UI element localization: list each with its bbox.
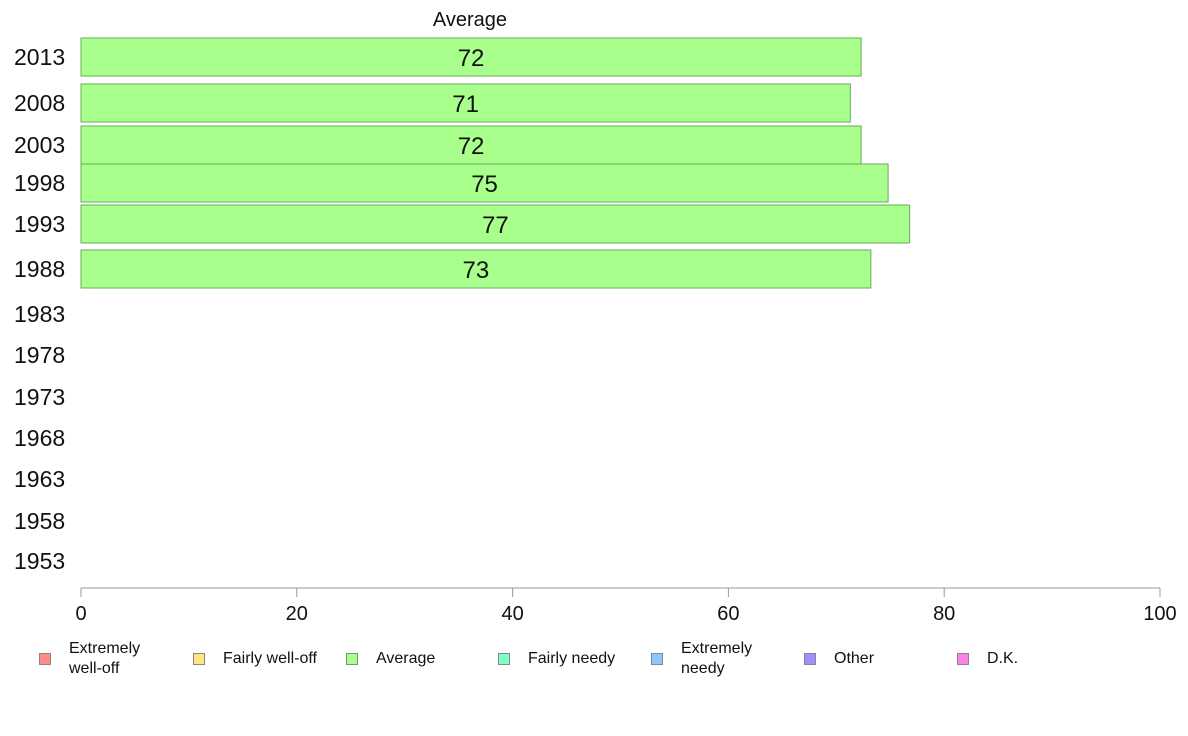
- y-tick-label: 1953: [14, 548, 65, 574]
- bar: [80, 125, 862, 165]
- y-tick-label: 2003: [14, 132, 65, 158]
- y-tick-label: 1993: [14, 211, 65, 237]
- y-tick-label: 1968: [14, 425, 65, 451]
- legend-item: Extremely needy: [651, 636, 752, 682]
- legend: Extremely well-off Fairly well-off Average…: [0, 636, 1188, 686]
- x-tick-label: 100: [1143, 603, 1176, 625]
- bar-data-label: 75: [471, 171, 498, 198]
- legend-swatch: [346, 653, 358, 665]
- legend-label: Fairly well-off: [223, 650, 317, 667]
- x-tick-label: 60: [717, 603, 739, 625]
- legend-item: D.K.: [957, 636, 1018, 682]
- legend-swatch: [957, 653, 969, 665]
- bar: [80, 37, 862, 77]
- bar: [80, 204, 911, 244]
- y-tick-label: 1998: [14, 170, 65, 196]
- y-axis-labels: 2013 2008 2003 1998 1993 1988 1983 1978 1973 1968…: [14, 44, 65, 574]
- legend-item: Other: [804, 636, 874, 682]
- bar: [80, 163, 889, 203]
- y-tick-label: 1973: [14, 384, 65, 410]
- y-tick-label: 1958: [14, 508, 65, 534]
- chart-title: Average: [433, 9, 507, 31]
- x-tick-label: 40: [501, 603, 523, 625]
- legend-swatch: [651, 653, 663, 665]
- bar-data-label: 71: [452, 91, 479, 118]
- legend-label: Extremely well-off: [69, 640, 141, 677]
- bar-data-labels: 72 71 72 75 77 73: [452, 45, 508, 284]
- bar: [80, 83, 851, 123]
- x-tick-label: 20: [286, 603, 308, 625]
- y-tick-label: 1978: [14, 342, 65, 368]
- bar-data-label: 73: [463, 257, 490, 284]
- legend-label: Fairly needy: [528, 650, 616, 667]
- y-tick-label: 1988: [14, 256, 65, 282]
- legend-swatch: [498, 653, 510, 665]
- bar: [80, 249, 872, 289]
- legend-item: Fairly well-off: [193, 636, 317, 682]
- legend-swatch: [39, 653, 51, 665]
- x-tick-label: 80: [933, 603, 955, 625]
- legend-label: Average: [376, 650, 436, 667]
- y-tick-label: 2008: [14, 90, 65, 116]
- legend-item: Average: [346, 636, 435, 682]
- legend-label: Extremely needy: [681, 640, 753, 677]
- y-tick-label: 1963: [14, 466, 65, 492]
- y-tick-label: 1983: [14, 301, 65, 327]
- legend-label: D.K.: [987, 650, 1019, 667]
- legend-swatch: [804, 653, 816, 665]
- bars: [80, 37, 911, 289]
- x-tick-label: 0: [75, 603, 86, 625]
- legend-item: Extremely well-off: [39, 636, 140, 682]
- legend-label: Other: [834, 650, 875, 667]
- legend-item: Fairly needy: [498, 636, 615, 682]
- bar-data-label: 77: [482, 212, 509, 239]
- chart: Average 2013 2008 2003 1998 1993 1988 1983 1978…: [14, 9, 1177, 625]
- x-axis: 0 20 40 60 80 100: [75, 587, 1177, 625]
- y-tick-label: 2013: [14, 44, 65, 70]
- legend-swatch: [193, 653, 205, 665]
- bar-data-label: 72: [458, 45, 485, 72]
- bar-data-label: 72: [458, 133, 485, 160]
